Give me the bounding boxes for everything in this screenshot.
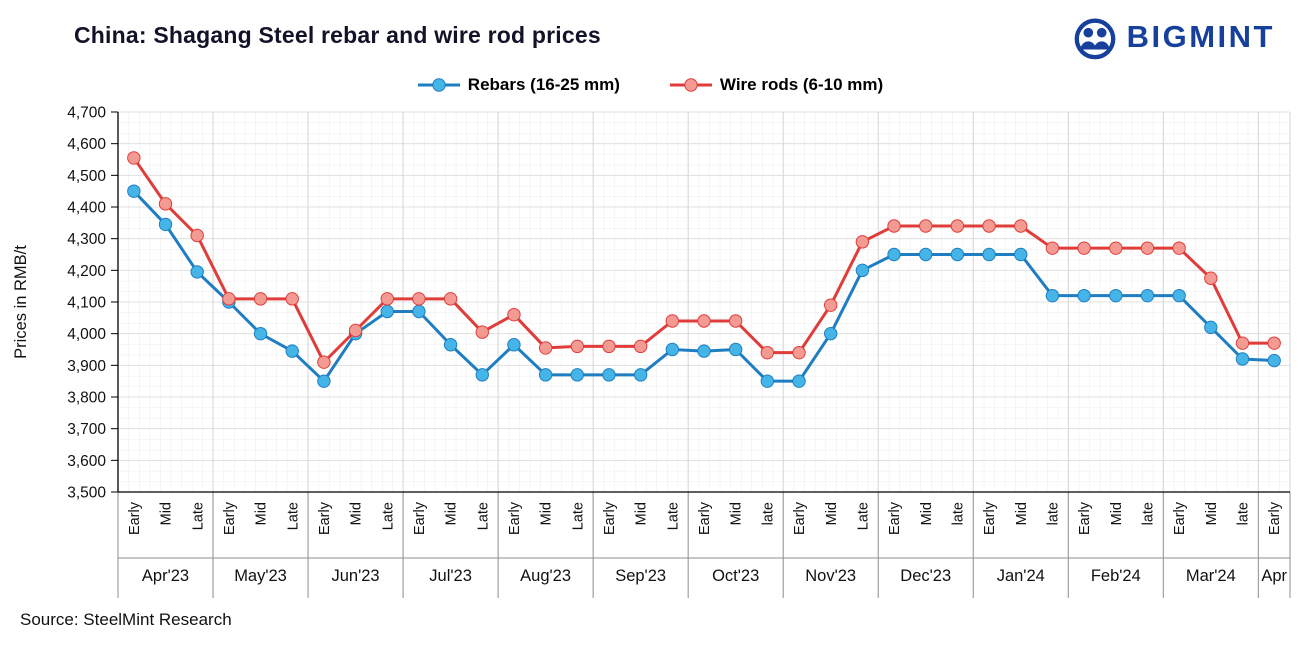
svg-text:3,900: 3,900 <box>67 358 106 375</box>
svg-text:4,200: 4,200 <box>67 263 106 280</box>
svg-text:3,800: 3,800 <box>67 389 106 406</box>
svg-text:Early: Early <box>507 501 523 535</box>
svg-text:Mid: Mid <box>919 502 935 525</box>
svg-text:Mid: Mid <box>824 502 840 525</box>
svg-text:Early: Early <box>1172 501 1188 535</box>
chart-legend: Rebars (16-25 mm) Wire rods (6-10 mm) <box>0 68 1299 102</box>
svg-text:Mid: Mid <box>254 502 270 525</box>
svg-text:Late: Late <box>475 502 491 530</box>
svg-text:late: late <box>760 502 776 525</box>
legend-label-rebars: Rebars (16-25 mm) <box>467 75 620 94</box>
svg-text:3,700: 3,700 <box>67 421 106 438</box>
legend-swatch-wire-rods-icon <box>669 78 712 92</box>
svg-text:Jan'24: Jan'24 <box>997 567 1045 585</box>
svg-text:Aug'23: Aug'23 <box>520 567 571 585</box>
bigmint-logo-text: BIGMINT <box>1126 19 1275 54</box>
svg-text:Sep'23: Sep'23 <box>615 567 666 585</box>
svg-text:Dec'23: Dec'23 <box>900 567 951 585</box>
svg-text:Early: Early <box>792 501 808 535</box>
svg-text:Jul'23: Jul'23 <box>429 567 472 585</box>
svg-text:Mar'24: Mar'24 <box>1186 567 1236 585</box>
page-title: China: Shagang Steel rebar and wire rod … <box>74 22 601 48</box>
svg-text:Late: Late <box>380 502 396 530</box>
svg-text:4,300: 4,300 <box>67 231 106 248</box>
svg-text:Early: Early <box>887 501 903 535</box>
svg-text:Early: Early <box>982 501 998 535</box>
svg-text:Late: Late <box>570 502 586 530</box>
svg-text:late: late <box>950 502 966 525</box>
svg-text:4,500: 4,500 <box>67 168 106 185</box>
legend-swatch-rebars-icon <box>417 78 460 92</box>
svg-text:Apr: Apr <box>1261 567 1287 585</box>
svg-text:3,500: 3,500 <box>67 484 106 501</box>
svg-text:Late: Late <box>855 502 871 530</box>
svg-text:Oct'23: Oct'23 <box>712 567 759 585</box>
svg-text:Mid: Mid <box>349 502 365 525</box>
svg-text:Early: Early <box>602 501 618 535</box>
svg-text:Mid: Mid <box>1014 502 1030 525</box>
bigmint-logo: BIGMINT <box>1072 14 1275 60</box>
svg-text:Mid: Mid <box>444 502 460 525</box>
bigmint-logo-icon <box>1074 18 1115 60</box>
svg-text:4,700: 4,700 <box>67 104 106 121</box>
svg-text:Early: Early <box>1077 501 1093 535</box>
svg-text:Early: Early <box>317 501 333 535</box>
svg-text:Late: Late <box>285 502 301 530</box>
svg-text:Mid: Mid <box>729 502 745 525</box>
svg-text:Mid: Mid <box>159 502 175 525</box>
source-text: Source: SteelMint Research <box>20 610 232 629</box>
svg-text:late: late <box>1046 502 1062 525</box>
svg-text:Early: Early <box>697 501 713 535</box>
svg-text:Nov'23: Nov'23 <box>805 567 856 585</box>
svg-text:Early: Early <box>222 501 238 535</box>
svg-text:Late: Late <box>190 502 206 530</box>
legend-label-wire-rods: Wire rods (6-10 mm) <box>719 75 884 94</box>
svg-text:Prices in RMB/t: Prices in RMB/t <box>12 245 30 359</box>
svg-text:Early: Early <box>127 501 143 535</box>
svg-text:4,600: 4,600 <box>67 136 106 153</box>
svg-text:Mid: Mid <box>1109 502 1125 525</box>
svg-text:Feb'24: Feb'24 <box>1091 567 1141 585</box>
page-header: China: Shagang Steel rebar and wire rod … <box>0 0 1299 68</box>
legend-item-rebars: Rebars (16-25 mm) <box>416 75 620 95</box>
svg-text:late: late <box>1141 502 1157 525</box>
svg-text:Early: Early <box>412 501 428 535</box>
svg-text:Jun'23: Jun'23 <box>332 567 380 585</box>
svg-text:Mid: Mid <box>539 502 555 525</box>
svg-text:4,400: 4,400 <box>67 199 106 216</box>
svg-text:May'23: May'23 <box>234 567 287 585</box>
legend-item-wire-rods: Wire rods (6-10 mm) <box>668 75 883 95</box>
svg-text:Mid: Mid <box>1204 502 1220 525</box>
svg-text:4,100: 4,100 <box>67 294 106 311</box>
svg-text:Early: Early <box>1267 501 1283 535</box>
svg-text:Mid: Mid <box>634 502 650 525</box>
svg-text:late: late <box>1236 502 1252 525</box>
svg-text:3,600: 3,600 <box>67 453 106 470</box>
svg-text:Apr'23: Apr'23 <box>142 567 189 585</box>
price-trend-chart: 3,500 3,600 3,700 3,800 3,900 4,000 4,100 4,200… <box>12 104 1291 598</box>
svg-text:4,000: 4,000 <box>67 326 106 343</box>
svg-text:Late: Late <box>665 502 681 530</box>
